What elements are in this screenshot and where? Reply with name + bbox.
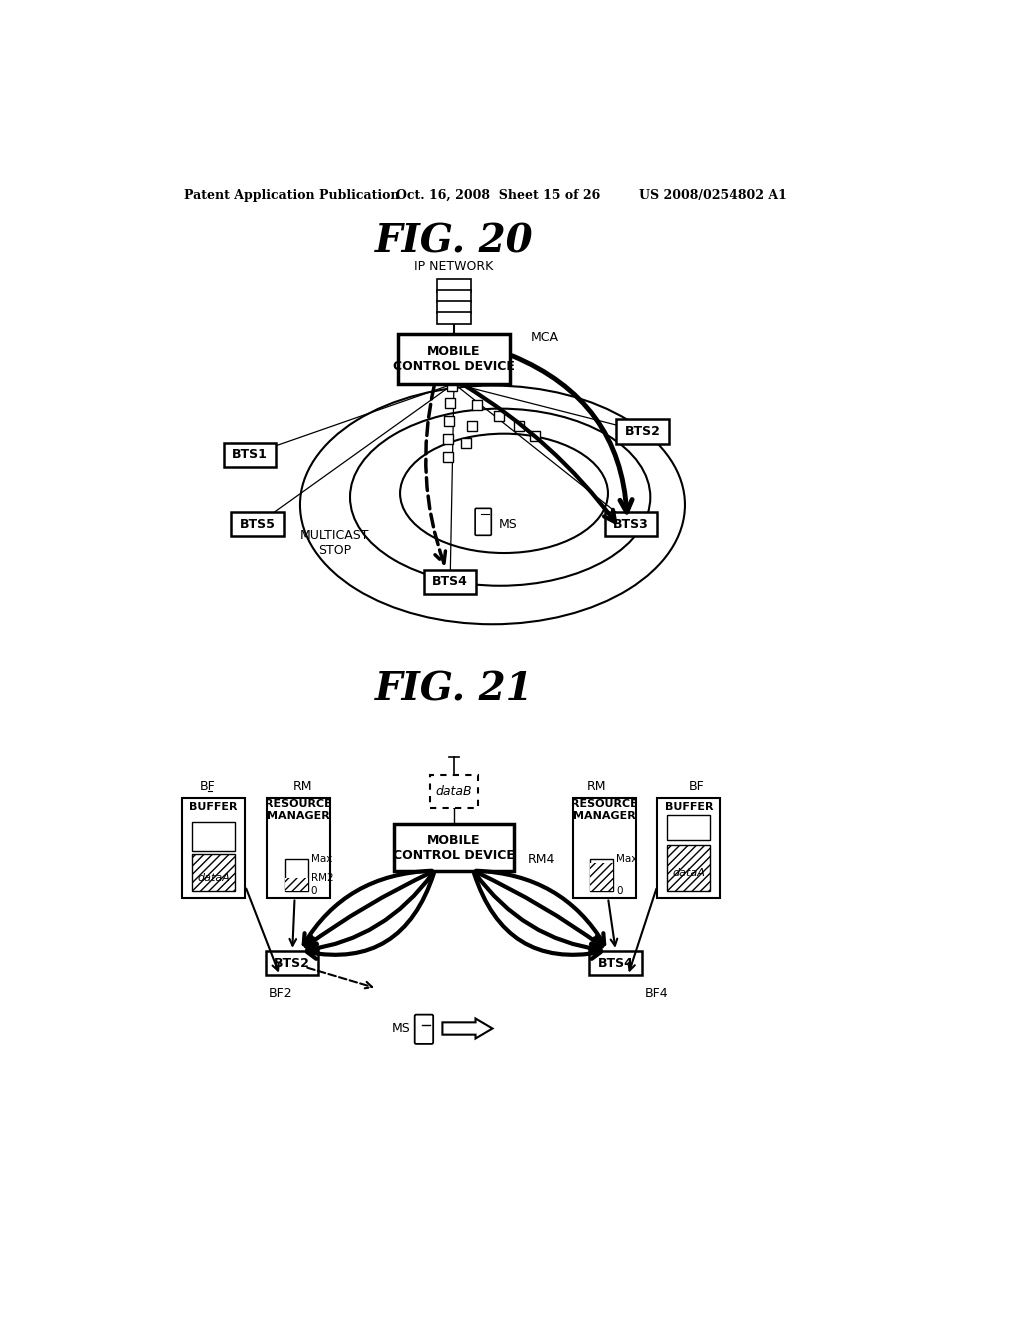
Text: BF: BF <box>200 780 215 793</box>
FancyBboxPatch shape <box>415 1015 433 1044</box>
Bar <box>443 416 454 426</box>
Bar <box>193 854 236 891</box>
Bar <box>447 380 458 391</box>
Bar <box>266 950 318 975</box>
Text: MS: MS <box>499 517 517 531</box>
Bar <box>424 570 476 594</box>
Text: BF: BF <box>688 780 705 793</box>
Bar <box>445 399 455 408</box>
Bar <box>394 825 514 871</box>
Text: BTS2: BTS2 <box>274 957 310 970</box>
Text: Oct. 16, 2008  Sheet 15 of 26: Oct. 16, 2008 Sheet 15 of 26 <box>396 189 600 202</box>
Text: BTS5: BTS5 <box>240 517 275 531</box>
Bar <box>231 512 284 536</box>
FancyBboxPatch shape <box>475 508 492 536</box>
Bar <box>285 878 307 891</box>
Text: MS: MS <box>391 1022 410 1035</box>
Text: BTS4: BTS4 <box>432 576 468 589</box>
Bar <box>668 845 711 891</box>
Bar <box>285 859 307 891</box>
Bar <box>616 420 669 444</box>
Bar <box>461 438 470 449</box>
Text: dataA: dataA <box>198 874 230 883</box>
Text: BUFFER: BUFFER <box>189 801 238 812</box>
Text: RESOURCE
MANAGER: RESOURCE MANAGER <box>265 799 332 821</box>
FancyArrow shape <box>442 1019 493 1039</box>
Text: MULTICAST
STOP: MULTICAST STOP <box>300 529 370 557</box>
Text: Max: Max <box>310 854 332 865</box>
Text: FIG. 21: FIG. 21 <box>375 671 534 709</box>
Bar <box>590 950 642 975</box>
Bar <box>437 312 471 323</box>
Bar <box>182 797 246 898</box>
Bar <box>193 822 236 851</box>
Bar <box>514 421 524 432</box>
Text: RM: RM <box>587 780 606 793</box>
Text: BF2: BF2 <box>269 987 293 1001</box>
Bar <box>430 775 478 808</box>
Text: FIG. 20: FIG. 20 <box>375 223 534 260</box>
Bar <box>398 334 510 384</box>
Bar <box>442 453 453 462</box>
Text: BTS3: BTS3 <box>613 517 649 531</box>
Bar <box>442 434 453 444</box>
Bar <box>223 442 276 467</box>
Bar <box>605 512 657 536</box>
Text: dataA: dataA <box>673 869 706 878</box>
Text: dataB: dataB <box>435 785 472 797</box>
Bar <box>437 290 471 302</box>
Bar <box>437 301 471 313</box>
Bar <box>437 280 471 292</box>
Bar <box>590 863 613 891</box>
Text: MCA: MCA <box>531 330 559 343</box>
Text: RM2: RM2 <box>310 874 334 883</box>
Text: RESOURCE
MANAGER: RESOURCE MANAGER <box>570 799 638 821</box>
Text: BTS4: BTS4 <box>598 957 634 970</box>
Text: 0: 0 <box>310 887 317 896</box>
Bar <box>472 400 482 409</box>
Bar <box>657 797 720 898</box>
Text: RM: RM <box>293 780 312 793</box>
Text: IP NETWORK: IP NETWORK <box>415 260 494 273</box>
Bar <box>267 797 330 898</box>
Bar <box>572 797 636 898</box>
Bar <box>467 421 477 432</box>
Text: 0: 0 <box>616 887 623 896</box>
Text: US 2008/0254802 A1: US 2008/0254802 A1 <box>639 189 786 202</box>
Text: Max: Max <box>616 854 638 865</box>
Text: BTS1: BTS1 <box>232 449 268 462</box>
Text: MOBILE
CONTROL DEVICE: MOBILE CONTROL DEVICE <box>393 833 515 862</box>
Text: Patent Application Publication: Patent Application Publication <box>184 189 400 202</box>
Text: MOBILE
CONTROL DEVICE: MOBILE CONTROL DEVICE <box>393 345 515 372</box>
Bar <box>668 816 711 840</box>
Bar <box>529 430 540 441</box>
Text: BF4: BF4 <box>645 987 669 1001</box>
Text: BUFFER: BUFFER <box>665 801 713 812</box>
Bar <box>590 859 613 891</box>
Bar <box>494 412 504 421</box>
Text: RM4: RM4 <box>528 853 556 866</box>
Text: BTS2: BTS2 <box>625 425 660 438</box>
